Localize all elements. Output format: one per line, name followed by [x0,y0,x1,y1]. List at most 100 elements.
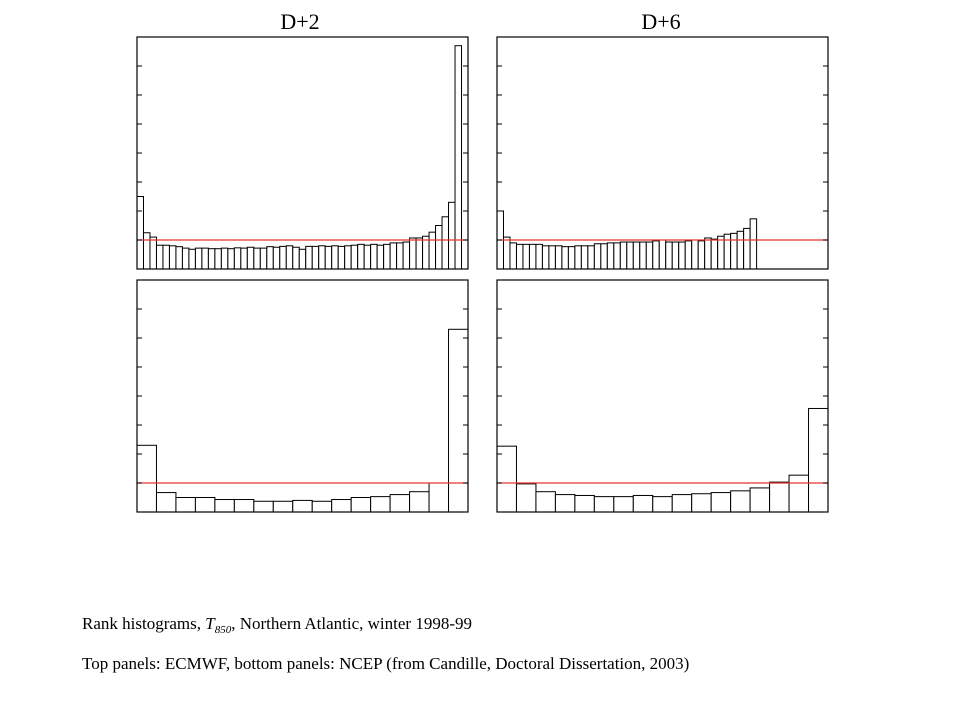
histogram-bar [535,491,556,513]
histogram-bar [743,227,751,270]
histogram-bar [331,245,339,270]
caption-line-2: Top panels: ECMWF, bottom panels: NCEP (… [82,654,690,673]
histogram-bar [207,248,216,270]
histogram-bar [259,247,268,270]
caption-suffix: , Northern Atlantic, winter 1998-99 [231,614,472,633]
histogram-bar [376,244,385,270]
histogram-bar [496,445,517,513]
histogram-bar [311,500,333,513]
histogram-bar [593,496,615,513]
histogram-bar [285,245,294,270]
histogram-bar [541,245,550,270]
histogram-bar [574,245,582,270]
histogram-bar [730,232,738,270]
histogram-bar [684,240,693,270]
panel-1-1 [496,279,829,513]
histogram-bar [710,238,719,270]
histogram-bar [233,247,242,270]
histogram-bar [749,218,758,270]
histogram-bar [331,499,352,513]
histogram-bar [253,247,261,270]
histogram-bar [357,243,365,270]
histogram-bar [658,239,667,270]
histogram-bar [181,247,190,270]
histogram-bar [253,500,274,513]
histogram-bar [415,237,424,270]
histogram-bar [142,232,151,270]
caption-variable-subscript: 850 [214,624,232,636]
column-title-d6: D+6 [641,9,680,34]
histogram-bar [175,497,196,513]
histogram-bar [626,241,634,270]
histogram-bar [441,216,450,270]
histogram-bar [509,242,517,270]
histogram-bar [233,499,255,513]
histogram-bar [305,245,313,270]
histogram-bar [502,236,511,270]
histogram-bar [535,243,543,270]
caption-line-1: Rank histograms, T850, Northern Atlantic… [82,614,472,636]
histogram-bar [370,243,378,270]
histogram-bar [704,237,712,270]
histogram-bar [292,246,300,270]
panel-frame [496,36,829,270]
histogram-bar [409,491,430,513]
histogram-bar [645,241,654,270]
histogram-bar [246,246,255,270]
histogram-bar [383,243,391,270]
histogram-bar [214,248,222,270]
histogram-bar [697,240,706,270]
histogram-bar [448,201,456,270]
histogram-bar [363,244,372,270]
histogram-bar [567,246,576,270]
histogram-bar [632,241,641,270]
histogram-bar [606,242,615,270]
histogram-bar [175,246,183,270]
histogram-bar [155,492,177,513]
histogram-bar [240,247,248,270]
histogram-bar [691,493,712,513]
histogram-bar [769,481,790,513]
panel-frame [136,36,469,270]
histogram-bar [561,246,569,270]
histogram-bar [409,237,417,270]
histogram-bar [136,196,144,270]
histogram-bar [279,245,287,270]
column-title-d2: D+2 [280,9,319,34]
histogram-bar [350,497,372,513]
histogram-bar [580,245,589,270]
histogram-bar [292,499,313,513]
histogram-bar [671,494,693,513]
histogram-bar [272,500,294,513]
histogram-bar [593,243,602,270]
histogram-bar [710,492,732,513]
histogram-bar [350,244,359,270]
histogram-bar [522,243,530,270]
histogram-bar [266,246,274,270]
histogram-bar [324,245,333,270]
histogram-bar [396,242,404,270]
histogram-bar [613,496,634,513]
histogram-bar [749,487,771,513]
histogram-bar [149,236,157,270]
histogram-bar [652,496,673,513]
histogram-bar [136,444,157,513]
histogram-bar [402,241,411,270]
histogram-bar [435,225,443,270]
histogram-bar [454,45,463,270]
histogram-bar [318,245,326,270]
histogram-bar [548,245,556,270]
histogram-bar [600,243,608,270]
histogram-bar [298,248,307,270]
histogram-bar [194,497,216,513]
histogram-bar [428,231,437,270]
panel-1-0 [136,279,469,513]
histogram-bar [428,482,450,513]
panel-0-1 [496,36,829,270]
histogram-bar [337,245,346,270]
histogram-bar [201,247,209,270]
caption-prefix: Rank histograms, [82,614,206,633]
histogram-bar [788,474,810,513]
histogram-bar [188,248,196,270]
